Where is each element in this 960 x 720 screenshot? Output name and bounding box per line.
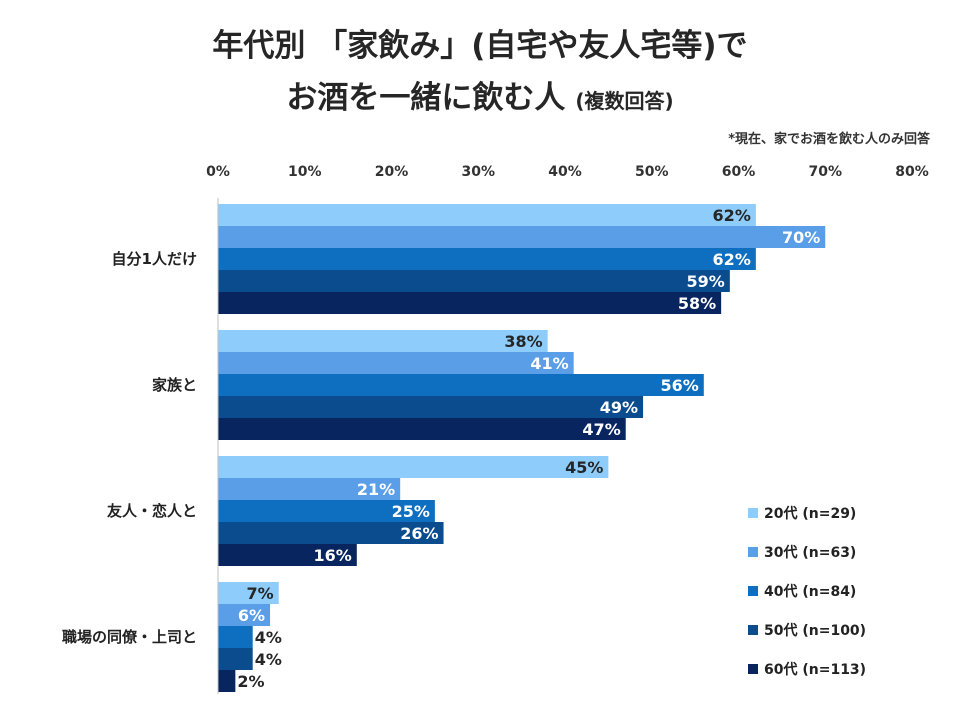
bar-data-label: 47% [582, 420, 620, 439]
chart-title-main: お酒を一緒に飲む人 [286, 80, 566, 116]
bar [218, 270, 730, 292]
legend-entry: 30代 (n=63) [764, 544, 856, 561]
bar [218, 226, 826, 248]
bar-data-label: 49% [600, 398, 638, 417]
bar-data-label: 38% [504, 332, 542, 351]
bar [218, 500, 435, 522]
chart-title-line2: お酒を一緒に飲む人 (複数回答) [0, 72, 960, 117]
bar [218, 544, 357, 566]
x-tick-label: 60% [722, 164, 756, 180]
bar [218, 248, 756, 270]
legend-entry: 20代 (n=29) [764, 505, 856, 522]
bar-data-label: 58% [678, 294, 716, 313]
x-tick-label: 50% [635, 164, 669, 180]
legend-swatch [748, 625, 758, 635]
chart-title-line1: 年代別 「家飲み」(自宅や友人宅等)で [212, 28, 748, 64]
legend-entry: 60代 (n=113) [764, 661, 866, 678]
bar [218, 478, 401, 500]
bar-data-label: 45% [565, 458, 603, 477]
bar-data-label: 4% [255, 628, 282, 647]
bar-data-label: 41% [530, 354, 568, 373]
bar [218, 456, 609, 478]
bar [218, 582, 279, 604]
bar [218, 352, 574, 374]
bar-data-label: 16% [314, 546, 352, 565]
bar-data-label: 25% [392, 502, 430, 521]
legend-swatch [748, 586, 758, 596]
x-tick-label: 20% [375, 164, 409, 180]
legend-swatch [748, 508, 758, 518]
x-tick-label: 10% [288, 164, 322, 180]
legend-swatch [748, 664, 758, 674]
bar-data-label: 59% [687, 272, 725, 291]
bar [218, 396, 644, 418]
x-tick-label: 70% [808, 164, 842, 180]
bar [218, 604, 271, 626]
x-tick-label: 30% [461, 164, 495, 180]
legend-entry: 50代 (n=100) [764, 622, 866, 639]
x-tick-label: 0% [206, 164, 230, 180]
legend-swatch [748, 547, 758, 557]
bar [218, 648, 253, 670]
bar-data-label: 62% [713, 250, 751, 269]
bar [218, 418, 626, 440]
bar-data-label: 4% [255, 650, 282, 669]
bar [218, 522, 444, 544]
bar-data-label: 21% [357, 480, 395, 499]
bar-data-label: 6% [238, 606, 265, 625]
legend-entry: 40代 (n=84) [764, 583, 856, 600]
bar-data-label: 62% [713, 206, 751, 225]
bar-data-label: 70% [782, 228, 820, 247]
x-tick-label: 80% [895, 164, 929, 180]
bar [218, 330, 548, 352]
chart-title-subtitle: (複数回答) [575, 89, 674, 113]
bar-data-label: 2% [237, 672, 264, 691]
x-tick-label: 40% [548, 164, 582, 180]
bar-data-label: 7% [247, 584, 274, 603]
bar [218, 292, 722, 314]
bar [218, 626, 253, 648]
bar [218, 204, 756, 226]
bar-data-label: 56% [661, 376, 699, 395]
category-label: 職場の同僚・上司と [62, 628, 197, 646]
category-label: 友人・恋人と [107, 502, 197, 520]
chart-footnote: *現在、家でお酒を飲む人のみ回答 [728, 132, 930, 147]
category-label: 家族と [152, 376, 197, 394]
bar [218, 670, 236, 692]
bar-data-label: 26% [400, 524, 438, 543]
category-label: 自分1人だけ [112, 250, 197, 268]
bar [218, 374, 704, 396]
